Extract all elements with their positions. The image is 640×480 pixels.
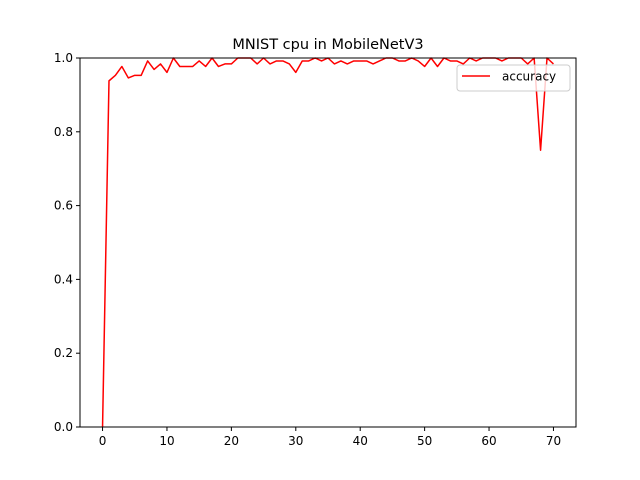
legend-label: accuracy bbox=[502, 70, 556, 84]
x-tick-label: 0 bbox=[99, 434, 107, 448]
legend-box bbox=[456, 64, 571, 92]
x-tick-label: 70 bbox=[546, 434, 561, 448]
x-tick-label: 60 bbox=[481, 434, 496, 448]
x-axis: 0 10 20 30 40 50 60 70 bbox=[99, 427, 561, 448]
y-tick-label: 0.8 bbox=[54, 125, 73, 139]
x-tick-label: 40 bbox=[353, 434, 368, 448]
legend: accuracy bbox=[456, 64, 571, 92]
y-tick-label: 0.0 bbox=[54, 420, 73, 434]
y-axis: 0.0 0.2 0.4 0.6 0.8 1.0 bbox=[54, 51, 80, 434]
x-tick-label: 30 bbox=[288, 434, 303, 448]
x-tick-label: 20 bbox=[224, 434, 239, 448]
y-tick-label: 0.6 bbox=[54, 199, 73, 213]
x-tick-label: 50 bbox=[417, 434, 432, 448]
x-tick-label: 10 bbox=[159, 434, 174, 448]
y-tick-label: 1.0 bbox=[54, 51, 73, 65]
plot-frame bbox=[79, 57, 577, 428]
chart-title: MNIST cpu in MobileNetV3 bbox=[232, 37, 423, 53]
y-tick-label: 0.4 bbox=[54, 272, 73, 286]
y-tick-label: 0.2 bbox=[54, 346, 73, 360]
